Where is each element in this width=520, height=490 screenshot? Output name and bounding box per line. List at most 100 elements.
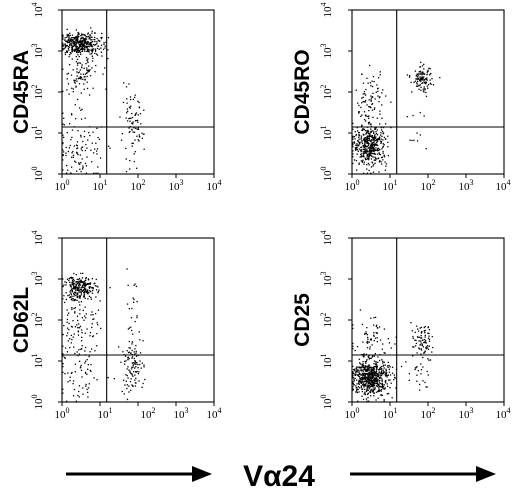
data-point	[352, 383, 354, 385]
data-point	[358, 136, 360, 139]
data-point	[371, 150, 374, 152]
data-point	[416, 82, 418, 84]
data-point	[416, 336, 419, 338]
data-point	[384, 382, 387, 384]
data-point	[370, 139, 373, 141]
data-point	[79, 296, 81, 299]
data-point	[356, 126, 358, 129]
data-point	[352, 342, 354, 345]
data-point	[377, 77, 380, 79]
data-point	[355, 368, 358, 370]
data-point	[130, 105, 132, 107]
data-point	[95, 53, 98, 55]
data-point	[358, 367, 360, 369]
data-point	[422, 90, 424, 92]
data-point	[85, 165, 88, 167]
data-point	[81, 348, 83, 350]
data-point	[378, 326, 381, 328]
data-point	[80, 109, 82, 111]
data-point	[75, 41, 77, 43]
panel-cd62l-xtick-2: 102	[141, 406, 156, 421]
data-point	[125, 158, 127, 160]
data-point	[360, 153, 362, 156]
data-point	[85, 277, 87, 280]
data-point	[372, 144, 375, 146]
data-point	[96, 332, 98, 335]
data-point	[84, 297, 86, 299]
data-point	[86, 359, 88, 361]
data-point	[67, 169, 69, 171]
data-point	[368, 341, 370, 343]
data-point	[87, 282, 89, 285]
data-point	[393, 374, 396, 376]
data-point	[82, 284, 84, 286]
data-point	[70, 334, 72, 337]
data-point	[362, 372, 365, 375]
data-point	[74, 352, 76, 355]
data-point	[416, 83, 418, 85]
data-point	[357, 140, 359, 142]
data-point	[421, 71, 424, 74]
data-point	[370, 130, 373, 132]
data-point	[377, 95, 379, 97]
data-point	[370, 141, 372, 143]
data-point	[421, 74, 423, 76]
data-point	[84, 346, 87, 349]
data-point	[77, 323, 80, 325]
data-point	[362, 341, 364, 343]
data-point	[377, 390, 379, 393]
data-point	[89, 335, 91, 337]
data-point	[382, 150, 384, 153]
data-point	[72, 42, 74, 44]
data-point	[65, 298, 67, 301]
data-point	[366, 164, 368, 166]
data-point	[127, 351, 130, 354]
data-point	[414, 345, 417, 347]
panel-cd25-yticks: 100 101 102 103 104	[319, 231, 334, 410]
data-point	[367, 356, 369, 358]
data-point	[370, 158, 373, 160]
data-point	[62, 44, 64, 47]
data-point	[370, 376, 372, 378]
data-point	[72, 280, 74, 283]
data-point	[388, 371, 391, 373]
data-point	[74, 288, 76, 290]
data-point	[84, 46, 86, 49]
data-point	[423, 352, 426, 354]
data-point	[416, 80, 419, 82]
data-point	[69, 51, 72, 54]
data-point	[134, 283, 136, 285]
data-point	[352, 138, 354, 140]
data-point	[62, 355, 64, 357]
data-point	[376, 375, 379, 377]
data-point	[74, 312, 76, 314]
data-point	[62, 149, 64, 151]
data-point	[66, 41, 69, 44]
data-point	[423, 76, 425, 78]
data-point	[82, 33, 84, 36]
data-point	[75, 289, 77, 291]
data-point	[367, 384, 369, 386]
data-point	[363, 364, 365, 367]
data-point	[91, 53, 93, 55]
data-point	[78, 50, 80, 52]
data-point	[138, 106, 141, 108]
data-point	[368, 136, 370, 138]
data-point	[419, 84, 421, 86]
data-point	[366, 341, 368, 343]
data-point	[387, 135, 389, 137]
data-point	[135, 112, 138, 114]
data-point	[74, 291, 77, 293]
data-point	[377, 138, 379, 140]
data-point	[371, 144, 374, 146]
data-point	[130, 389, 132, 391]
data-point	[380, 132, 382, 134]
data-point	[79, 309, 81, 311]
data-point	[374, 162, 376, 164]
data-point	[137, 128, 140, 131]
data-point	[368, 109, 370, 112]
data-point	[355, 135, 357, 137]
data-point	[378, 389, 380, 391]
data-point	[138, 331, 140, 333]
data-point	[91, 323, 93, 325]
